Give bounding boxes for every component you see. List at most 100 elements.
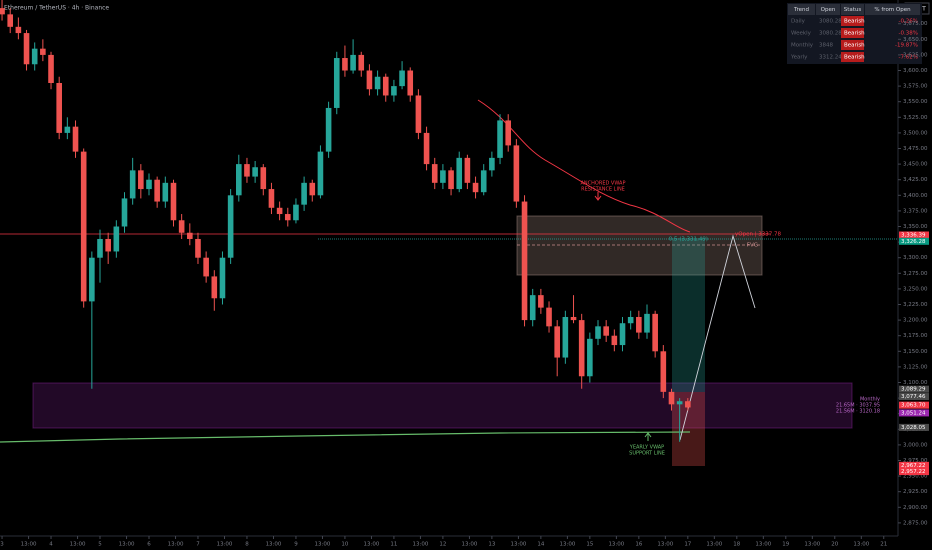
y-tick-label: 3,125.00	[903, 364, 928, 370]
table-cell: Monthly	[791, 43, 814, 49]
candle-body	[293, 204, 299, 221]
x-tick-label: 13:00	[217, 542, 233, 548]
x-tick-label: 15	[586, 542, 593, 548]
candle-body	[505, 120, 512, 146]
y-tick-label: 3,350.00	[903, 224, 928, 230]
vwap-label: ANCHORED VWAP	[581, 181, 626, 187]
y-tick-label: 3,275.00	[903, 271, 928, 277]
candle-body	[366, 70, 373, 90]
y-tick-label: 2,925.00	[903, 489, 928, 495]
support-label: YEARLY VWAP	[629, 445, 664, 451]
x-tick-label: 13:00	[657, 542, 673, 548]
candle-body	[187, 232, 193, 239]
y-tick-label: 3,450.00	[903, 162, 928, 168]
table-header-cell	[865, 4, 920, 15]
candle-body	[56, 82, 62, 133]
candle-body	[211, 276, 218, 299]
table-cell: 3848	[819, 43, 833, 49]
candle-body	[260, 167, 267, 190]
y-tick-label: 3,575.00	[903, 84, 928, 90]
candle-body	[529, 295, 536, 321]
table-cell: -19.87%	[895, 43, 918, 49]
price-tag	[899, 393, 929, 401]
vwap-arrow	[594, 192, 602, 201]
y-tick-label: 3,375.00	[903, 208, 928, 214]
y-tick-label: 3,400.00	[903, 193, 928, 199]
y-tick-label: 3,500.00	[903, 130, 928, 136]
x-tick-label: 3	[0, 542, 4, 548]
x-tick-label: 21	[880, 542, 887, 548]
candle-body	[358, 54, 365, 71]
x-tick-label: 13:00	[853, 542, 869, 548]
candle-body	[48, 54, 54, 83]
table-cell: Bearish	[844, 43, 865, 49]
candle-body	[89, 257, 95, 302]
candle-body	[521, 201, 528, 321]
table-cell: -0.38%	[899, 31, 918, 37]
price-tag-label: 3,077.46	[901, 394, 926, 400]
candle-body	[685, 401, 691, 408]
table-cell: -0.26%	[899, 19, 918, 25]
table-cell: 3312.24	[819, 55, 842, 61]
candle-body	[570, 316, 577, 321]
y-tick-label: 3,600.00	[903, 68, 928, 74]
status-cell	[841, 28, 864, 38]
candle-body	[195, 238, 201, 258]
support-label: SUPPORT LINE	[629, 451, 665, 457]
candle-body	[489, 157, 495, 171]
candle-body	[440, 170, 446, 183]
x-tick-label: 14	[537, 542, 544, 548]
candle-body	[652, 313, 658, 352]
table-cell: Bearish	[844, 55, 865, 61]
candle-body	[80, 151, 87, 302]
candle-body	[121, 198, 128, 227]
y-tick-label: 3,300.00	[903, 255, 928, 261]
vwap-label: RESISTANCE LINE	[581, 187, 625, 193]
support-arrow	[644, 432, 652, 441]
monthly-zone	[32, 382, 853, 429]
candle-body	[611, 335, 618, 346]
table-header: Trend	[793, 7, 809, 13]
y-tick-label: 3,175.00	[903, 333, 928, 339]
y-tick-label: 3,650.00	[903, 37, 928, 43]
candle-body	[276, 207, 283, 215]
candle-body	[513, 145, 520, 202]
candle-body	[587, 338, 593, 377]
price-tag	[899, 401, 929, 409]
table-cell: Daily	[791, 19, 806, 25]
candle-body	[554, 326, 560, 358]
candle-body	[480, 170, 487, 193]
candle-body	[219, 257, 226, 299]
candle-body	[595, 326, 601, 339]
candle-body	[64, 126, 71, 133]
y-tick-label: 3,000.00	[903, 442, 928, 448]
x-tick-label: 12	[439, 542, 446, 548]
price-tag-label: 3,336.39	[901, 232, 926, 238]
table-cell: Bearish	[844, 31, 865, 37]
price-tag	[899, 385, 929, 393]
candle-body	[676, 401, 683, 405]
candle-body	[333, 58, 340, 108]
candle-body	[138, 170, 144, 190]
status-cell	[841, 52, 864, 62]
candle-body	[391, 86, 397, 96]
candle-body	[235, 164, 242, 196]
x-tick-label: 13:00	[608, 542, 624, 548]
price-tag	[899, 461, 929, 469]
candle-body	[72, 126, 79, 152]
price-tag-label: 2,967.22	[901, 463, 926, 469]
x-tick-label: 16	[635, 542, 642, 548]
anchored-vwap	[477, 99, 691, 233]
x-tick-label: 10	[341, 542, 348, 548]
candle-body	[113, 226, 120, 252]
y-tick-label: 3,425.00	[903, 177, 928, 183]
table-header: % from Open	[874, 7, 911, 13]
x-tick-label: 13:00	[364, 542, 380, 548]
monthly-label: 21.65M · 3037.95	[836, 403, 880, 409]
candle-body	[170, 182, 177, 221]
candle-body	[97, 238, 103, 258]
price-tag-label: 2,957.22	[901, 469, 926, 475]
y-tick-label: 3,250.00	[903, 286, 928, 292]
candle-body	[431, 164, 438, 183]
